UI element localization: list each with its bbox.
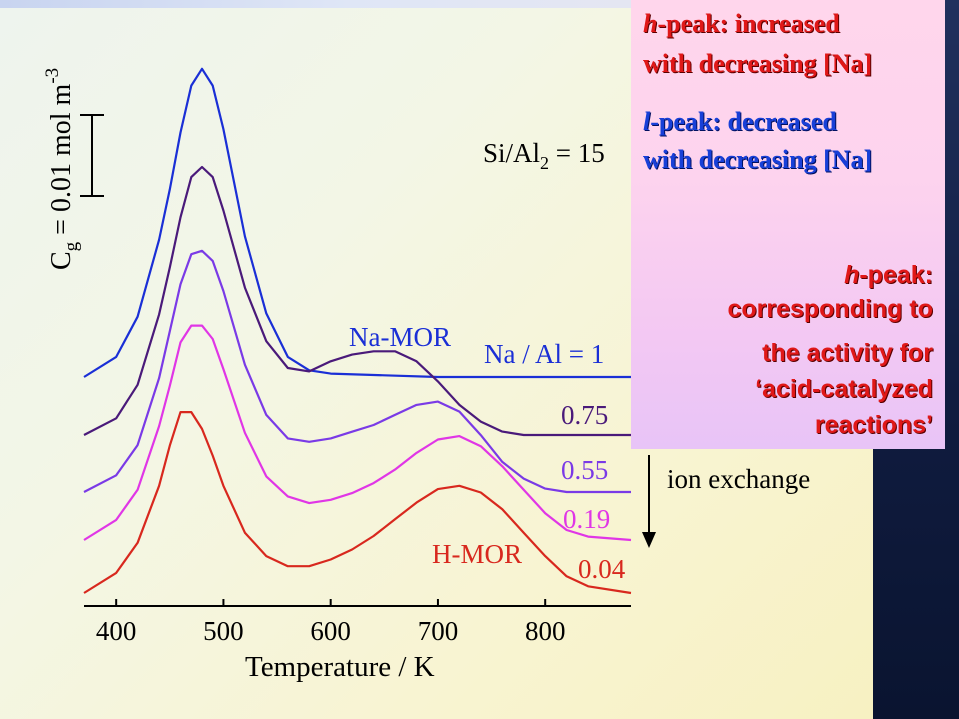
y-label-main: = 0.01 mol m (46, 83, 77, 241)
x-tick-label: 400 (96, 616, 137, 646)
series-label-4: 0.04 (578, 554, 626, 584)
x-tick-label: 600 (310, 616, 351, 646)
summary-line-1: h-peak: (844, 260, 933, 291)
l-peak-rest: -peak: decreased (650, 107, 837, 136)
y-label-sub: g (61, 241, 82, 251)
series-label-0: Na / Al = 1 (484, 339, 604, 369)
si-al-prefix: Si/Al (483, 138, 540, 168)
l-peak-line-1: l-peak: decreased (643, 106, 837, 138)
x-tick-label: 500 (203, 616, 244, 646)
y-label-prefix: C (46, 251, 77, 270)
summary-line-2: corresponding to (727, 295, 933, 323)
summary-rest: -peak: (859, 261, 933, 289)
x-axis-label: Temperature / K (245, 651, 435, 683)
h-peak-italic: h (643, 9, 658, 38)
scale-bar (80, 114, 104, 197)
h-peak-rest: -peak: increased (657, 9, 840, 38)
y-label-sup: -3 (42, 68, 63, 84)
summary-line-3: the activity for (762, 339, 933, 367)
chart-labels: Na-MOR Na / Al = 1 0.75 0.55 0.19 H-MOR 0.04 (349, 322, 626, 584)
series-label-2: 0.55 (561, 455, 608, 485)
h-peak-line-2: with decreasing [Na] (643, 49, 873, 78)
h-peak-line-1: h-peak: increased (643, 8, 840, 40)
y-axis-label: Cg = 0.01 mol m-3 (42, 68, 82, 270)
si-al-sub: 2 (540, 153, 549, 173)
series-label-1: 0.75 (561, 400, 608, 430)
series-line-1 (83, 165, 631, 437)
summary-line-4: ‘acid-catalyzed (755, 375, 933, 403)
h-mor-label: H-MOR (432, 539, 522, 569)
callout-box: h-peak: increased with decreasing [Na] l… (631, 0, 945, 449)
x-tick-label: 700 (418, 616, 459, 646)
chart-series (83, 67, 632, 595)
series-label-3: 0.19 (563, 504, 610, 534)
l-peak-line-2: with decreasing [Na] (643, 145, 873, 174)
top-strip (0, 0, 873, 8)
x-tick-label: 800 (525, 616, 566, 646)
summary-italic: h (844, 261, 860, 289)
si-al-suffix: = 15 (549, 138, 605, 168)
summary-line-5: reactions’ (814, 411, 933, 439)
ion-exchange-label: ion exchange (667, 464, 810, 494)
l-peak-italic: l (643, 107, 651, 136)
series-line-4 (83, 411, 632, 595)
series-line-3 (83, 324, 632, 542)
chart-axes: 400 500 600 700 800 (84, 599, 631, 646)
series-line-0 (83, 67, 631, 379)
ion-exchange-arrow (642, 455, 656, 548)
series-line-2 (83, 249, 631, 494)
si-al-label: Si/Al2 = 15 (483, 138, 605, 173)
na-mor-label: Na-MOR (349, 322, 451, 352)
